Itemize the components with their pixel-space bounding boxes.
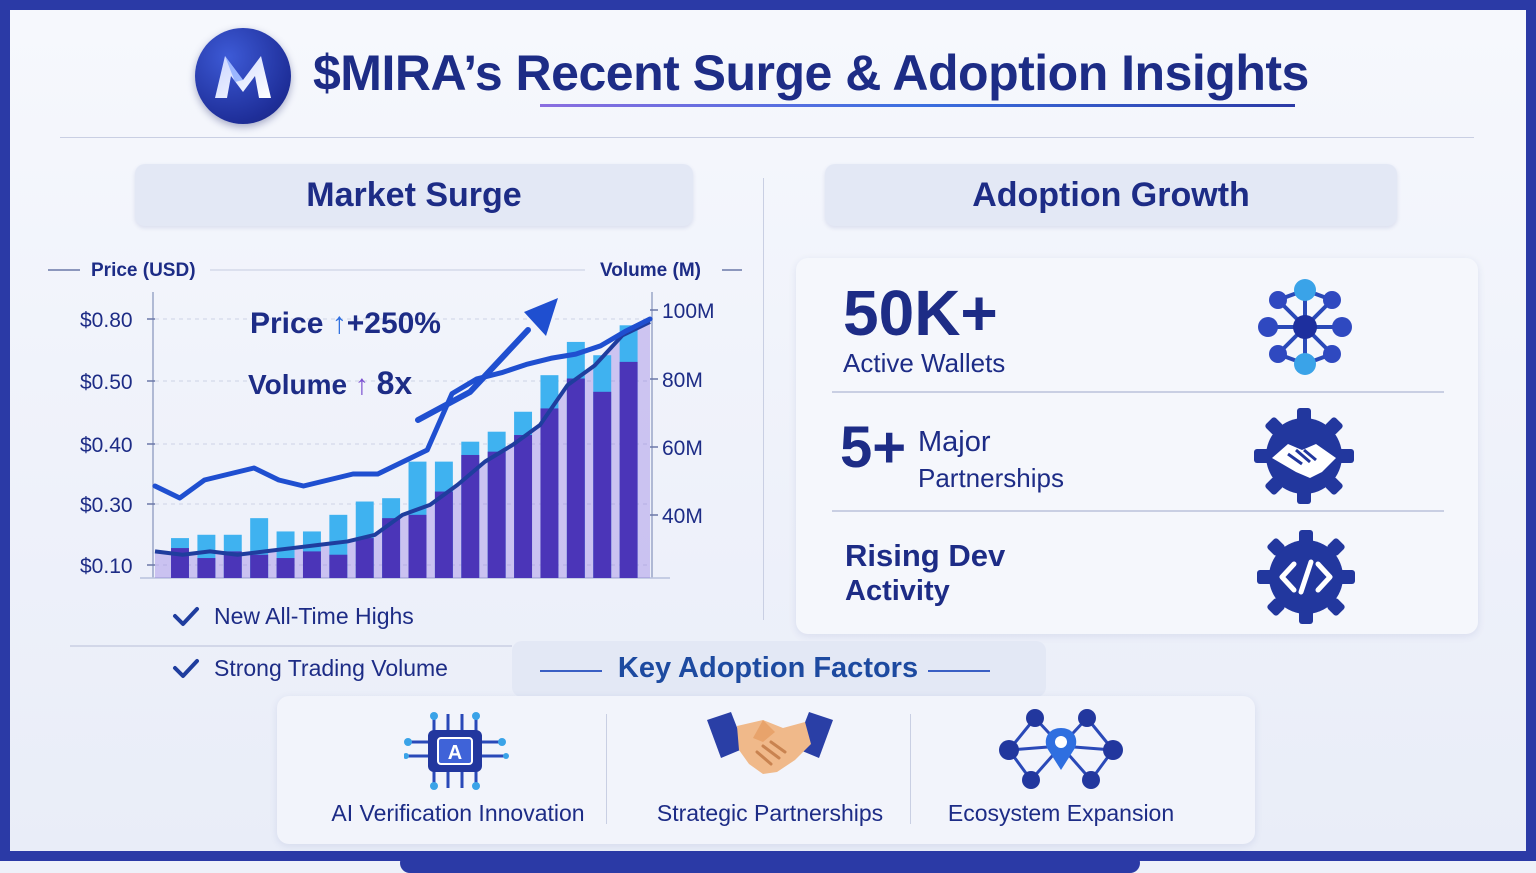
price-change-annotation: Price ↑+250% bbox=[250, 307, 441, 340]
column-divider bbox=[763, 178, 764, 620]
left-tick-label: $0.10 bbox=[80, 555, 133, 578]
factor-label: AI Verification Innovation bbox=[331, 800, 585, 826]
volume-bar-dark bbox=[566, 378, 585, 578]
key-factors-heading: Key Adoption Factors bbox=[617, 652, 919, 684]
volume-bar-dark bbox=[593, 391, 612, 578]
volume-bar-dark bbox=[487, 451, 506, 578]
market-surge-heading-text: Market Surge bbox=[306, 175, 522, 214]
volume-bar-dark bbox=[461, 454, 480, 578]
svg-text:A: A bbox=[448, 742, 462, 764]
key-factors-heading-pill bbox=[512, 641, 1046, 697]
left-axis-label: Price (USD) bbox=[91, 260, 196, 281]
handshake-gear-icon bbox=[1254, 408, 1354, 504]
market-surge-heading: Market Surge bbox=[135, 164, 693, 226]
volume-bar-dark bbox=[540, 408, 559, 578]
volume-bar-dark bbox=[197, 558, 216, 578]
factor-ecosystem-expansion: Ecosystem Expansion bbox=[898, 696, 1224, 844]
price-change-value: +250% bbox=[347, 307, 441, 340]
volume-bar-dark bbox=[434, 491, 453, 578]
right-tick-label: 100M bbox=[662, 300, 715, 323]
network-icon bbox=[1258, 279, 1352, 375]
volume-bar-dark bbox=[514, 435, 533, 578]
stat-active-wallets-value: 50K+ bbox=[843, 277, 998, 349]
volume-bar-dark bbox=[619, 361, 638, 578]
check-icon bbox=[173, 658, 199, 678]
volume-change-value: 8x bbox=[377, 365, 413, 401]
stat-partnerships-label-line1: Major bbox=[918, 426, 991, 458]
stat-partnerships-value: 5+ bbox=[840, 415, 907, 480]
volume-bar-dark bbox=[355, 538, 374, 578]
title-underline bbox=[540, 104, 1295, 107]
header-divider bbox=[60, 137, 1474, 138]
page-title: $MIRA’s Recent Surge & Adoption Insights bbox=[313, 45, 1309, 101]
left-tick-label: $0.40 bbox=[80, 434, 133, 457]
stat-dev-activity-line1: Rising Dev bbox=[845, 538, 1006, 573]
left-tick-label: $0.50 bbox=[80, 371, 133, 394]
volume-change-annotation: Volume ↑ 8x bbox=[248, 365, 412, 401]
volume-bar-dark bbox=[382, 518, 401, 578]
factor-strategic-partnerships: Strategic Partnerships bbox=[607, 696, 933, 844]
stat-active-wallets-label: Active Wallets bbox=[843, 348, 1006, 378]
stat-divider bbox=[832, 510, 1444, 512]
highlight-label: Strong Trading Volume bbox=[214, 655, 448, 681]
volume-trend-line bbox=[154, 320, 651, 557]
heading-rule-right bbox=[928, 670, 990, 672]
ecosystem-network-icon bbox=[999, 709, 1123, 789]
adoption-growth-heading: Adoption Growth bbox=[825, 164, 1397, 226]
volume-bar-dark bbox=[302, 551, 321, 578]
volume-bar-dark bbox=[223, 551, 242, 578]
volume-bar-dark bbox=[329, 554, 348, 578]
left-tick-label: $0.80 bbox=[80, 309, 133, 332]
highlight-all-time-highs: New All-Time Highs bbox=[172, 603, 414, 630]
factor-ai-verification: A AI Verification Innovation bbox=[295, 696, 621, 844]
heading-rule-left bbox=[540, 670, 602, 672]
factor-separator bbox=[606, 714, 607, 824]
footer-bar bbox=[400, 853, 1140, 873]
handshake-icon bbox=[707, 712, 833, 774]
right-tick-label: 60M bbox=[662, 437, 703, 460]
price-line bbox=[152, 316, 653, 501]
right-tick-label: 80M bbox=[662, 369, 703, 392]
check-icon bbox=[173, 606, 199, 626]
volume-bar-dark bbox=[250, 554, 269, 578]
highlight-trading-volume: Strong Trading Volume bbox=[172, 655, 448, 682]
factor-label: Strategic Partnerships bbox=[656, 800, 884, 826]
mira-logo bbox=[195, 28, 291, 124]
ai-chip-icon: A bbox=[404, 712, 509, 790]
trend-arrow-shaft bbox=[415, 327, 531, 423]
code-gear-icon bbox=[1257, 530, 1355, 624]
adoption-growth-heading-text: Adoption Growth bbox=[972, 175, 1250, 214]
volume-bar-dark bbox=[408, 514, 427, 578]
adoption-stats-card bbox=[796, 258, 1478, 634]
right-axis-label: Volume (M) bbox=[600, 260, 701, 281]
volume-change-arrow: ↑ bbox=[355, 369, 377, 400]
price-change-arrow: ↑ bbox=[332, 307, 347, 340]
stat-dev-activity-line2: Activity bbox=[845, 575, 950, 607]
right-tick-label: 40M bbox=[662, 505, 703, 528]
volume-bar-dark bbox=[276, 558, 295, 578]
factor-separator bbox=[910, 714, 911, 824]
highlight-label: New All-Time Highs bbox=[214, 603, 414, 629]
factor-label: Ecosystem Expansion bbox=[947, 800, 1175, 826]
stat-partnerships-label-line2: Partnerships bbox=[918, 463, 1064, 493]
left-tick-label: $0.30 bbox=[80, 494, 133, 517]
header: $MIRA’s Recent Surge & Adoption Insights bbox=[195, 28, 1315, 124]
trend-arrow-head bbox=[524, 298, 558, 336]
stat-divider bbox=[832, 391, 1444, 393]
